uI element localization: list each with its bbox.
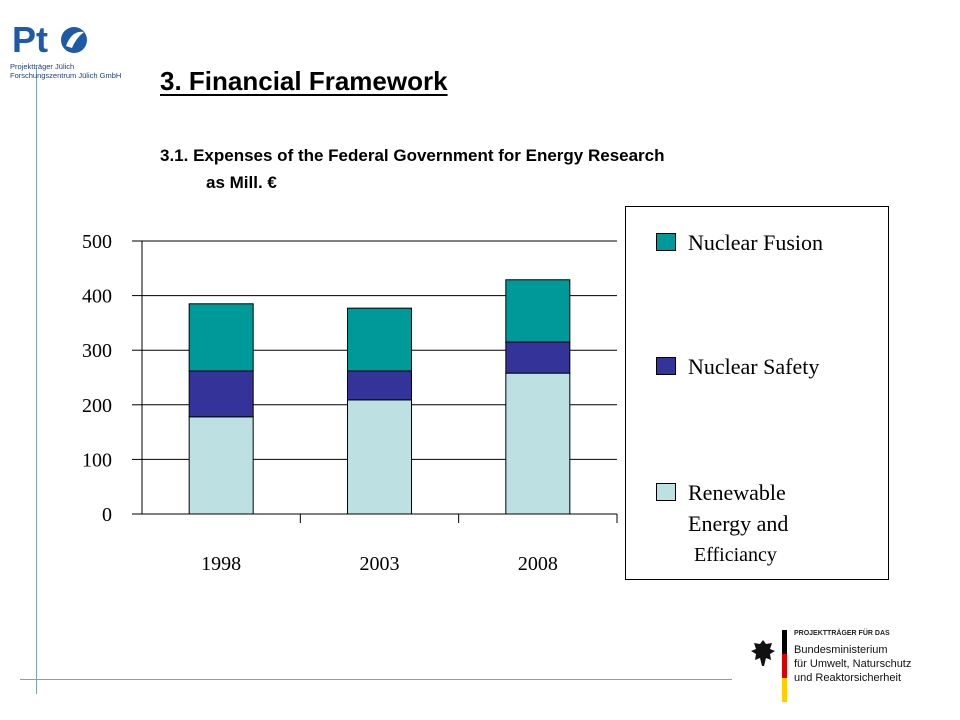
logo-leaf-icon — [66, 31, 84, 48]
frame-horizontal-line — [20, 679, 732, 680]
chart-bars — [188, 279, 571, 515]
x-tick-label-2008: 2008 — [518, 553, 558, 575]
federal-eagle-icon — [751, 640, 775, 666]
legend-label: Nuclear Fusion — [688, 230, 824, 255]
legend-label: Renewable — [688, 480, 786, 505]
ministry-line1: Bundesministerium — [794, 644, 888, 656]
bar-1998-series-0 — [188, 416, 254, 515]
german-flag-bar — [782, 630, 787, 702]
page-title: 3. Financial Framework — [160, 66, 448, 96]
y-tick-label: 100 — [82, 449, 112, 471]
ministry-logo: PROJEKTTRÄGER FÜR DAS Bundesministerium … — [750, 630, 950, 704]
bar-1998-series-2 — [188, 303, 254, 372]
bar-2008-series-1 — [505, 341, 571, 374]
logo-text: Pt — [12, 19, 48, 60]
subtitle-line1: 3.1. Expenses of the Federal Government … — [160, 146, 665, 165]
legend-swatch — [656, 357, 676, 375]
legend-swatch — [656, 483, 676, 501]
y-tick-label: 500 — [82, 231, 112, 253]
y-tick-label: 200 — [82, 395, 112, 417]
bar-2008-series-0 — [505, 372, 571, 515]
bar-2008-series-2 — [505, 279, 571, 343]
bar-2003-series-0 — [347, 399, 412, 515]
bar-2003-series-2 — [347, 307, 412, 372]
frame-vertical-line — [36, 68, 37, 694]
logo-line2: Forschungszentrum Jülich GmbH — [10, 71, 122, 80]
legend-label: Energy and — [688, 511, 789, 536]
y-tick-label: 300 — [82, 340, 112, 362]
chart-axes — [132, 240, 618, 523]
ministry-line3: und Reaktorsicherheit — [794, 672, 902, 684]
subtitle-line2: as Mill. € — [206, 173, 277, 192]
chart-tick-labels: 0 100 200 300 400 500 1998 2003 2008 — [82, 231, 558, 575]
bar-1998-series-1 — [188, 370, 254, 418]
ptj-logo-mark: Pt — [12, 19, 87, 60]
chart-legend: Nuclear Fusion Nuclear Safety Renewable Ene… — [625, 206, 889, 580]
logo-line1: Projektträger Jülich — [10, 62, 75, 71]
legend-swatch — [656, 233, 676, 251]
x-tick-label-2003: 2003 — [360, 553, 400, 575]
ministry-line2: für Umwelt, Naturschutz — [794, 658, 912, 670]
ptj-logo: Pt Projektträger Jülich Forschungszentru… — [10, 18, 128, 82]
ministry-header: PROJEKTTRÄGER FÜR DAS — [794, 630, 890, 637]
chart-subtitle: 3.1. Expenses of the Federal Government … — [160, 142, 665, 196]
y-tick-label: 400 — [82, 286, 112, 308]
x-tick-label-1998: 1998 — [201, 553, 241, 575]
legend-label: Efficiancy — [694, 544, 777, 566]
bar-2003-series-1 — [347, 370, 412, 401]
y-tick-label: 0 — [102, 504, 112, 526]
legend-label: Nuclear Safety — [688, 354, 820, 379]
